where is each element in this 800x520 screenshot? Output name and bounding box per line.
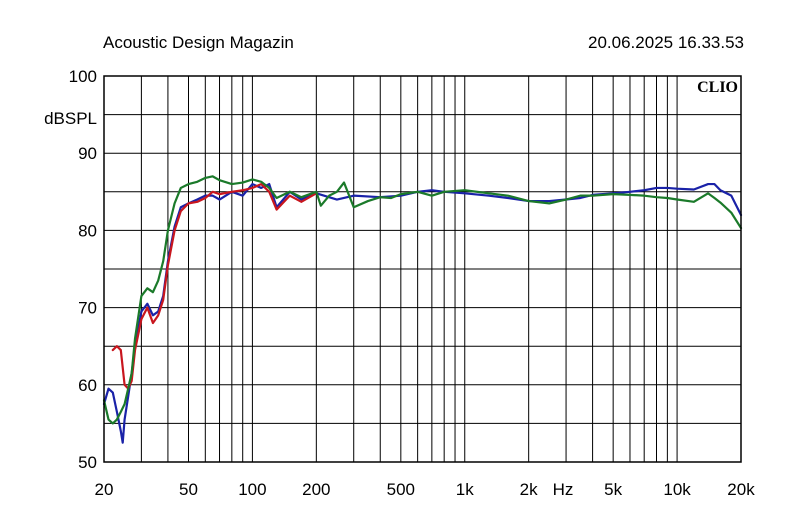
y-axis-label: dBSPL (44, 109, 97, 128)
x-axis-unit-label: Hz (553, 480, 574, 499)
x-tick-label: 20k (727, 480, 755, 499)
clio-logo: CLIO (697, 79, 738, 96)
y-tick-label: 80 (78, 221, 97, 240)
chart-title: Acoustic Design Magazin (103, 33, 294, 52)
series-layer (102, 175, 743, 444)
axes: 20 50 100 200 500 1k 2k 5k 10k 20k Hz 100 90 80 70 60 50… (44, 67, 755, 499)
x-tick-label: 5k (604, 480, 622, 499)
x-tick-label: 500 (387, 480, 415, 499)
x-tick-label: 10k (663, 480, 691, 499)
y-tick-label: 50 (78, 453, 97, 472)
measurement-timestamp: 20.06.2025 16.33.53 (588, 33, 744, 52)
x-tick-label: 20 (95, 480, 114, 499)
x-tick-label: 100 (238, 480, 266, 499)
y-tick-label: 70 (78, 299, 97, 318)
y-tick-label: 90 (78, 144, 97, 163)
series-line-1 (102, 182, 743, 444)
y-tick-label: 100 (69, 67, 97, 86)
x-tick-label: 200 (302, 480, 330, 499)
x-tick-label: 2k (520, 480, 538, 499)
x-tick-label: 50 (179, 480, 198, 499)
series-line-3 (102, 175, 743, 425)
series-line-2 (111, 182, 318, 390)
chart-grid (104, 76, 741, 462)
y-tick-label: 60 (78, 376, 97, 395)
x-tick-label: 1k (456, 480, 474, 499)
plot-frame (103, 75, 742, 463)
